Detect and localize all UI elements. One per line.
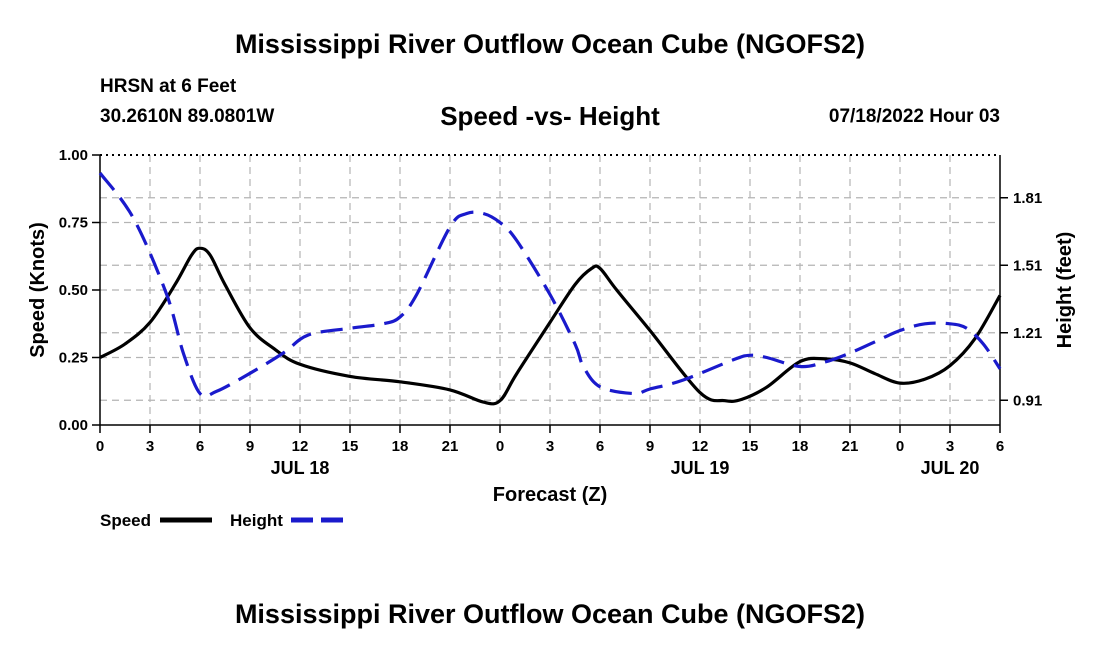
legend-label-height: Height bbox=[230, 511, 283, 530]
speed-series-line bbox=[99, 246, 1002, 406]
date-time-label: 07/18/2022 Hour 03 bbox=[828, 106, 1000, 127]
y-tick-label: 0.00 bbox=[59, 417, 88, 434]
x-tick-label: 18 bbox=[792, 438, 809, 455]
y-axis-title: Speed (Knots) bbox=[27, 222, 49, 358]
y-tick-label: 0.25 bbox=[59, 350, 88, 367]
y2-axis-title: Height (feet) bbox=[1054, 232, 1076, 349]
footer-title: Mississippi River Outflow Ocean Cube (NG… bbox=[234, 599, 866, 629]
y2-tick-label: 0.91 bbox=[1013, 392, 1042, 409]
chart-subtitle: Speed -vs- Height bbox=[440, 101, 660, 131]
x-tick-label: 12 bbox=[292, 438, 309, 455]
x-tick-label: 3 bbox=[946, 438, 954, 455]
x-tick-label: 15 bbox=[742, 438, 759, 455]
height-series-line bbox=[98, 172, 1002, 399]
y2-tick-label: 1.81 bbox=[1013, 190, 1042, 207]
series-layer bbox=[98, 172, 1002, 406]
x-tick-label: 12 bbox=[692, 438, 709, 455]
date-label: JUL 20 bbox=[921, 458, 980, 478]
axes-layer bbox=[92, 154, 1008, 433]
x-tick-label: 6 bbox=[996, 438, 1004, 455]
x-tick-label: 15 bbox=[342, 438, 359, 455]
coordinates-label: 30.2610N 89.0801W bbox=[100, 106, 275, 127]
y-tick-label: 0.50 bbox=[59, 282, 88, 299]
grid-layer bbox=[100, 155, 1000, 425]
x-tick-label: 9 bbox=[246, 438, 254, 455]
x-tick-label: 3 bbox=[146, 438, 154, 455]
x-tick-label: 9 bbox=[646, 438, 654, 455]
station-label: HRSN at 6 Feet bbox=[100, 76, 237, 97]
x-tick-label: 18 bbox=[392, 438, 409, 455]
legend-label-speed: Speed bbox=[100, 511, 151, 530]
chart-title: Mississippi River Outflow Ocean Cube (NG… bbox=[234, 29, 866, 59]
x-tick-label: 3 bbox=[546, 438, 554, 455]
y2-tick-label: 1.51 bbox=[1013, 257, 1042, 274]
x-tick-label: 0 bbox=[496, 438, 504, 455]
x-axis-title: Forecast (Z) bbox=[493, 484, 607, 506]
x-tick-label: 0 bbox=[896, 438, 904, 455]
x-tick-label: 21 bbox=[442, 438, 459, 455]
x-tick-label: 6 bbox=[596, 438, 604, 455]
y-tick-label: 0.75 bbox=[59, 215, 88, 232]
x-tick-label: 21 bbox=[842, 438, 859, 455]
date-label: JUL 19 bbox=[671, 458, 730, 478]
y-tick-label: 1.00 bbox=[59, 147, 88, 164]
x-tick-label: 6 bbox=[196, 438, 204, 455]
y2-tick-label: 1.21 bbox=[1013, 325, 1042, 342]
legend-layer: Speed Height bbox=[100, 511, 343, 530]
x-tick-label: 0 bbox=[96, 438, 104, 455]
labels-layer: 0 3 6 9 12 15 18 21 0 3 6 9 12 15 18 21 0 3 6 JUL 18 JUL 19 J… bbox=[27, 147, 1076, 506]
date-label: JUL 18 bbox=[271, 458, 330, 478]
